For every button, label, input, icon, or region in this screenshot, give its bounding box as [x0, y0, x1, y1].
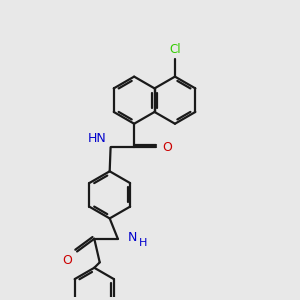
Text: H: H	[139, 238, 148, 248]
Text: Cl: Cl	[169, 43, 181, 56]
Text: N: N	[128, 231, 137, 244]
Text: O: O	[62, 254, 72, 267]
Text: O: O	[162, 141, 172, 154]
Text: HN: HN	[88, 133, 107, 146]
